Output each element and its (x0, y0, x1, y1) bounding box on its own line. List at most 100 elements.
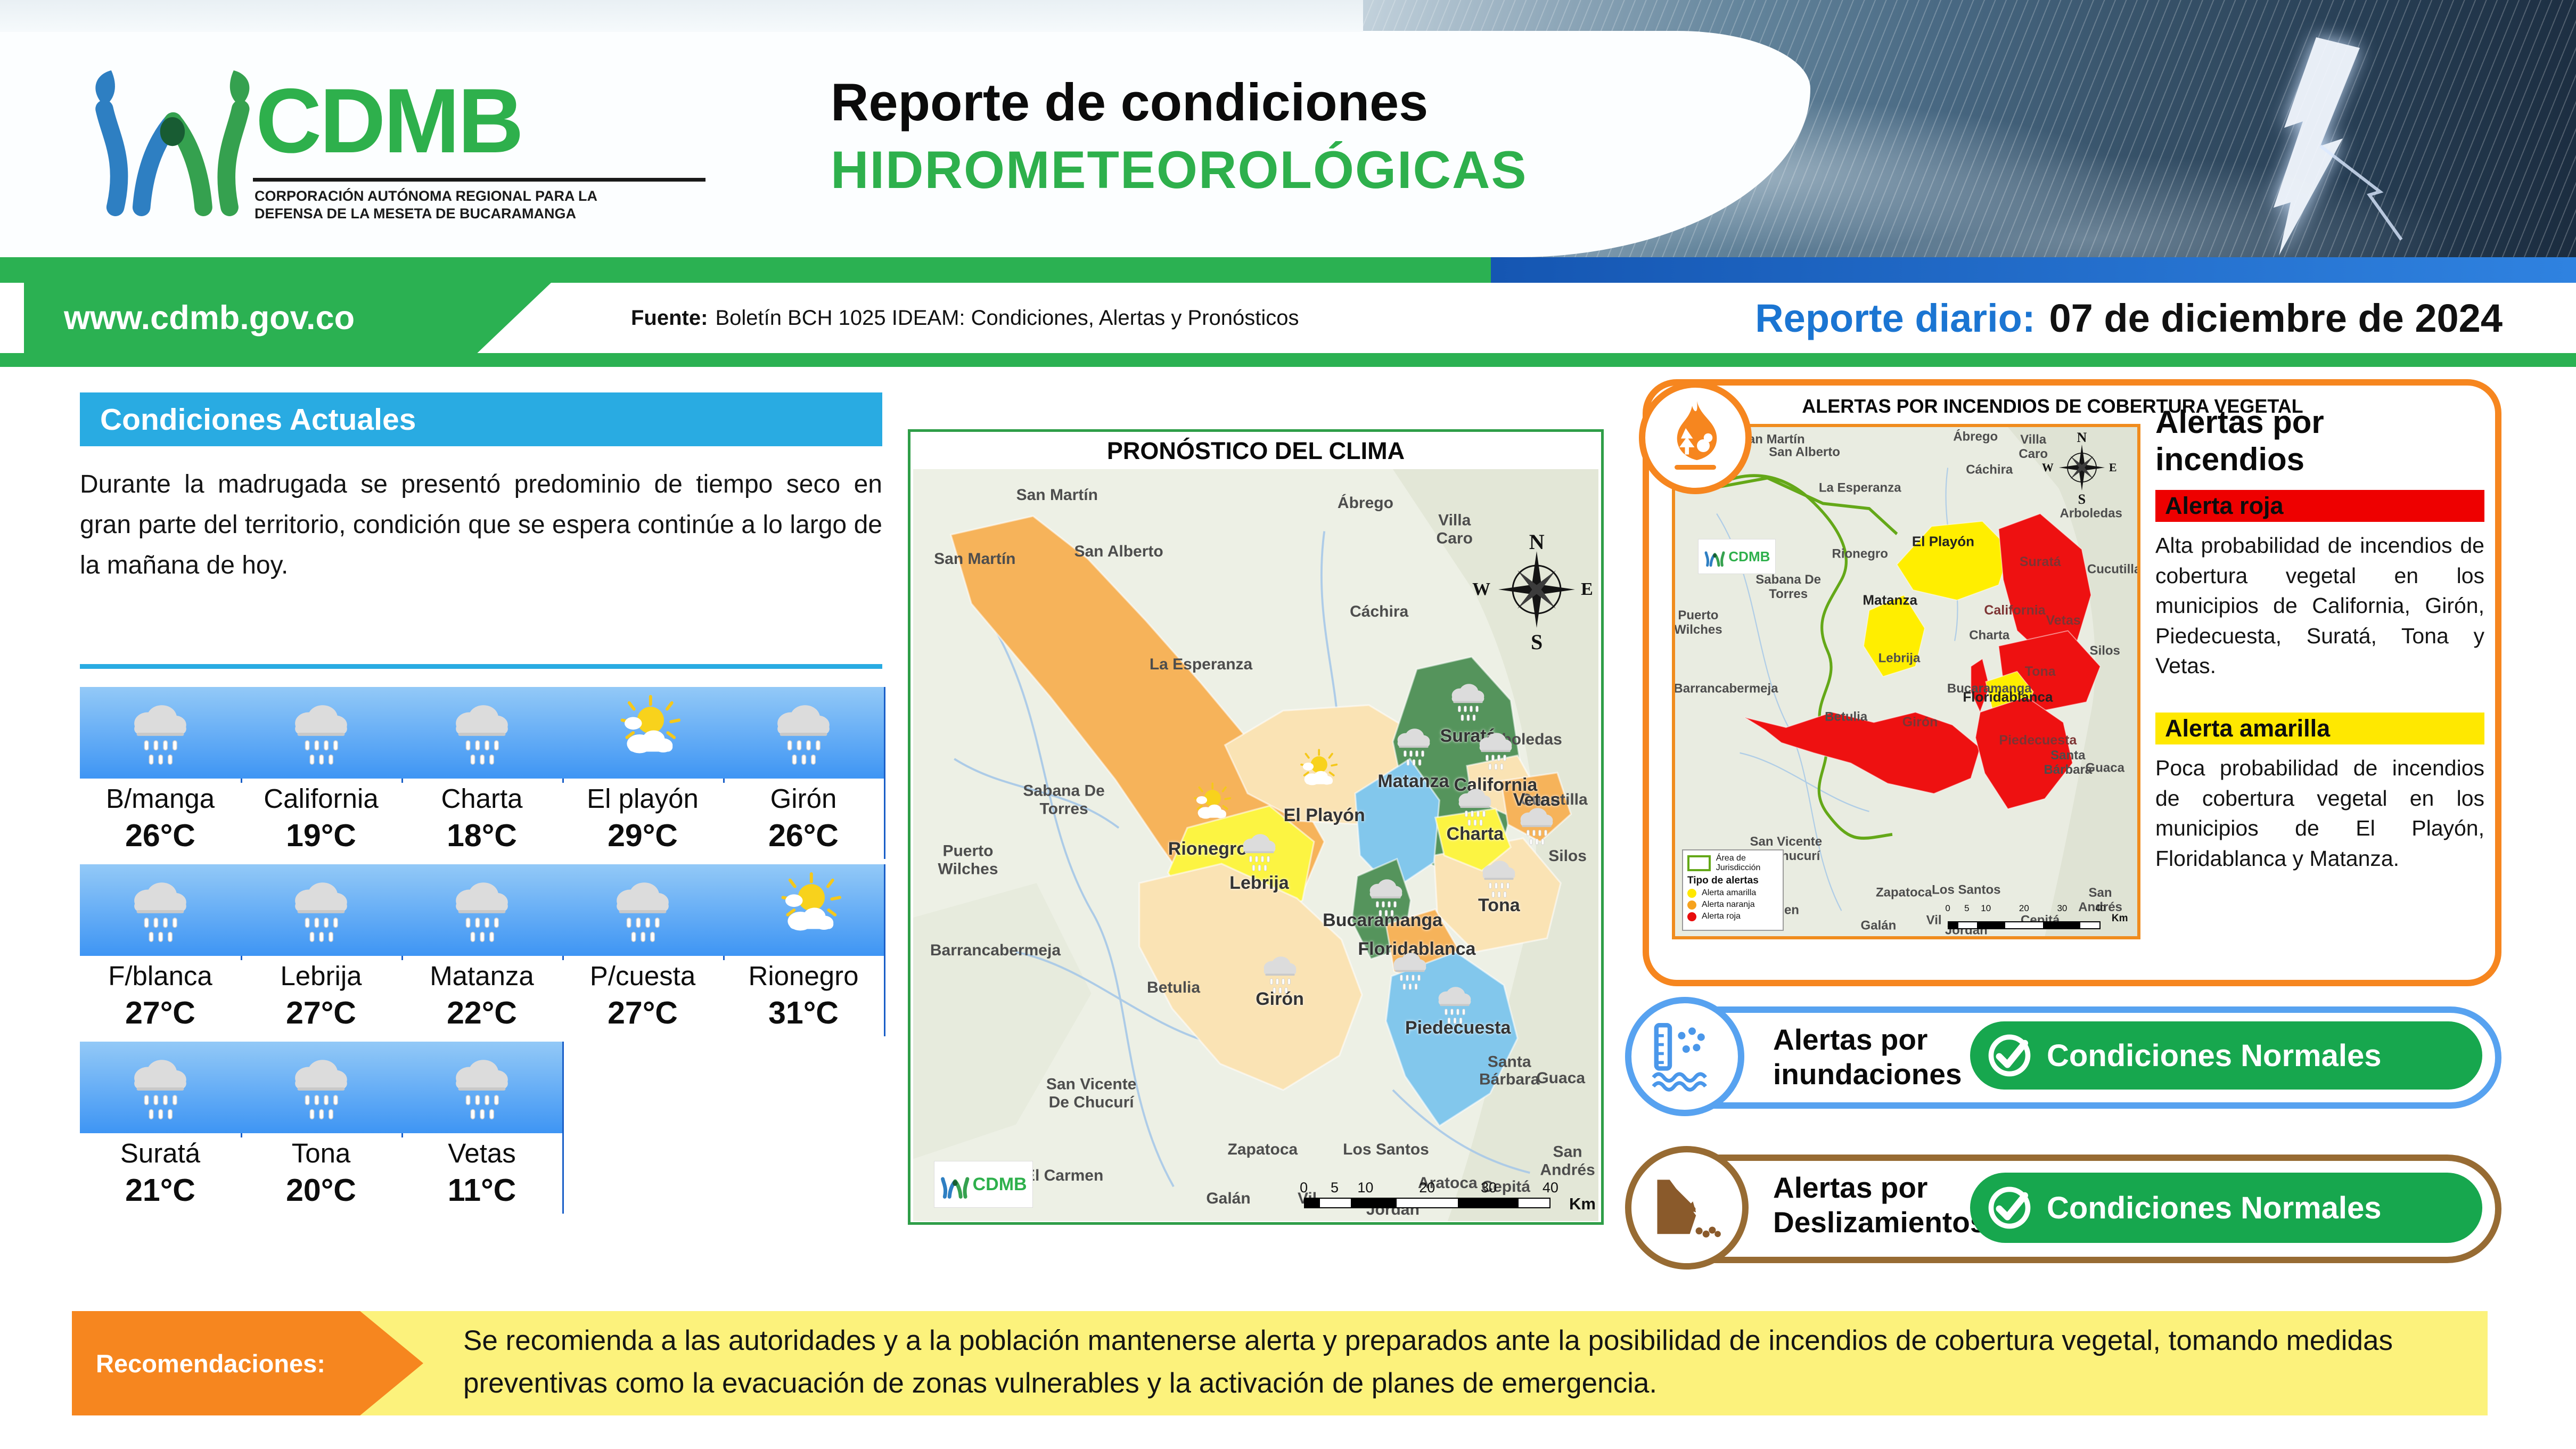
jurisdiction-swatch (1687, 855, 1711, 872)
report-date-line: Reporte diario: 07 de diciembre de 2024 (1755, 283, 2503, 353)
forecast-temp: 31°C (768, 995, 839, 1030)
forecast-city: California (264, 783, 379, 814)
forecast-cell: Suratá 21°C (80, 1042, 242, 1218)
map-rain-icon (1450, 782, 1499, 833)
weather-rain-icon (241, 687, 401, 779)
forecast-temp: 26°C (125, 818, 195, 853)
forecast-temp: 27°C (286, 995, 356, 1030)
report-date-label: Reporte diario: (1755, 296, 2036, 340)
website-box[interactable]: www.cdmb.gov.co (24, 283, 551, 353)
map-rain-icon (1235, 827, 1284, 879)
map-label: Puerto Wilches (1674, 608, 1722, 637)
weather-rain-icon (80, 864, 241, 956)
forecast-cell: Girón 26°C (723, 687, 885, 863)
weather-map-regions (913, 469, 1598, 1221)
weather-map-labels: San Martín Ábrego Villa Caro San Alberto San… (913, 469, 1598, 1221)
forecast-temp: 27°C (608, 995, 678, 1030)
lightning-icon (2274, 37, 2403, 256)
forecast-city: F/blanca (108, 961, 212, 991)
source-text: Boletín BCH 1025 IDEAM: Condiciones, Ale… (715, 306, 1299, 330)
landslide-alert-label: Alertas por Deslizamientos (1773, 1171, 1987, 1239)
weather-rain-icon (80, 687, 241, 779)
forecast-city: Lebrija (280, 961, 362, 991)
map-label: El Carmen (1024, 1167, 1104, 1185)
map-label: Villa Caro (1436, 511, 1473, 547)
weather-map-scalebar: 0 5 10 20 30 40 Km (1300, 1180, 1596, 1213)
forecast-city: El playón (587, 783, 699, 814)
info-bar: www.cdmb.gov.co Fuente: Boletín BCH 1025… (0, 283, 2576, 353)
map-label: Villa Caro (2019, 432, 2048, 462)
forecast-label: F/blanca 27°C (80, 960, 241, 1041)
green-strip (0, 353, 2576, 367)
map-label: Sabana De Torres (1755, 572, 1822, 602)
map-label: San Vicente De Chucurí (1046, 1075, 1137, 1111)
forecast-city: B/manga (105, 783, 215, 814)
forecast-cell: B/manga 26°C (80, 687, 242, 863)
map-label: Silos (2089, 643, 2120, 658)
scale-tick: 30 (2057, 903, 2068, 913)
flood-alert-label: Alertas por inundaciones (1773, 1023, 1962, 1091)
current-conditions-header: Condiciones Actuales (80, 392, 882, 446)
scale-tick: 30 (1481, 1180, 1497, 1196)
map-label: Los Santos (1932, 882, 2001, 897)
recommendations-text: Se recomienda a las autoridades y a la p… (463, 1325, 2393, 1399)
legend-dot (1687, 900, 1697, 910)
map-label: Silos (1548, 847, 1587, 865)
recommendations-label: Recomendaciones: (72, 1311, 423, 1415)
report-date-value: 07 de diciembre de 2024 (2049, 296, 2503, 340)
map-label: Vetas (2046, 613, 2081, 628)
website-link[interactable]: www.cdmb.gov.co (64, 299, 355, 337)
current-conditions-body: Durante la madrugada se presentó predomi… (80, 470, 882, 579)
weather-map-panel: PRONÓSTICO DEL CLIMA (908, 429, 1604, 1225)
forecast-cell: California 19°C (241, 687, 403, 863)
scale-unit: Km (1569, 1194, 1596, 1214)
map-label: La Esperanza (1818, 480, 1901, 495)
map-label: Galán (1206, 1189, 1251, 1207)
map-rain-icon (1256, 949, 1305, 1001)
fire-map-regions (1675, 427, 2137, 936)
map-label: Lebrija (1878, 651, 1921, 666)
legend-dot (1687, 888, 1697, 898)
legend-item: Alerta amarilla (1687, 888, 1778, 898)
forecast-cell: Rionegro 31°C (723, 864, 885, 1041)
map-label: Aratoca (1418, 1174, 1478, 1192)
map-label: Suratá (2019, 554, 2061, 570)
forecast-cell: F/blanca 27°C (80, 864, 242, 1041)
legend-dot (1687, 912, 1697, 921)
map-label: San Alberto (1074, 543, 1163, 561)
map-label: San Martín (934, 550, 1016, 568)
map-label: Sabana De Torres (1023, 782, 1105, 818)
legend-item: Alerta roja (1687, 912, 1778, 921)
forecast-label: B/manga 26°C (80, 783, 241, 863)
scale-tick: 40 (1542, 1180, 1558, 1196)
forecast-label: Suratá 21°C (80, 1137, 241, 1218)
legend-item-label: Alerta naranja (1702, 900, 1755, 910)
blue-underline (80, 664, 882, 669)
forecast-temp: 27°C (125, 995, 195, 1030)
map-label: Charta (1446, 823, 1504, 844)
compass-rose: N E S W (1472, 529, 1593, 654)
map-label: Betulia (1147, 979, 1201, 997)
forecast-city: Charta (441, 783, 523, 814)
map-label: Zapatoca (1227, 1141, 1298, 1159)
weather-rain-icon (562, 864, 723, 956)
recommendations-banner (314, 1311, 2488, 1415)
forecast-temp: 29°C (608, 818, 678, 853)
forecast-temp: 26°C (768, 818, 839, 853)
map-label: Charta (1969, 628, 2010, 643)
map-rain-icon (1361, 872, 1410, 923)
map-label: Lebrija (1229, 872, 1289, 893)
map-label: Tona (2024, 664, 2056, 679)
forecast-city: Girón (770, 783, 837, 814)
check-icon (1988, 1186, 2031, 1229)
forecast-label: Lebrija 27°C (241, 960, 401, 1041)
map-rain-icon (1443, 676, 1492, 728)
map-label: California (1454, 774, 1538, 795)
map-label: Bucaramanga (1947, 681, 2032, 696)
forecast-label: Tona 20°C (241, 1137, 401, 1218)
source-label: Fuente: (631, 306, 708, 330)
forecast-temp: 20°C (286, 1173, 356, 1208)
forecast-temp: 21°C (125, 1173, 195, 1208)
weather-map-title: PRONÓSTICO DEL CLIMA (1106, 437, 1405, 464)
